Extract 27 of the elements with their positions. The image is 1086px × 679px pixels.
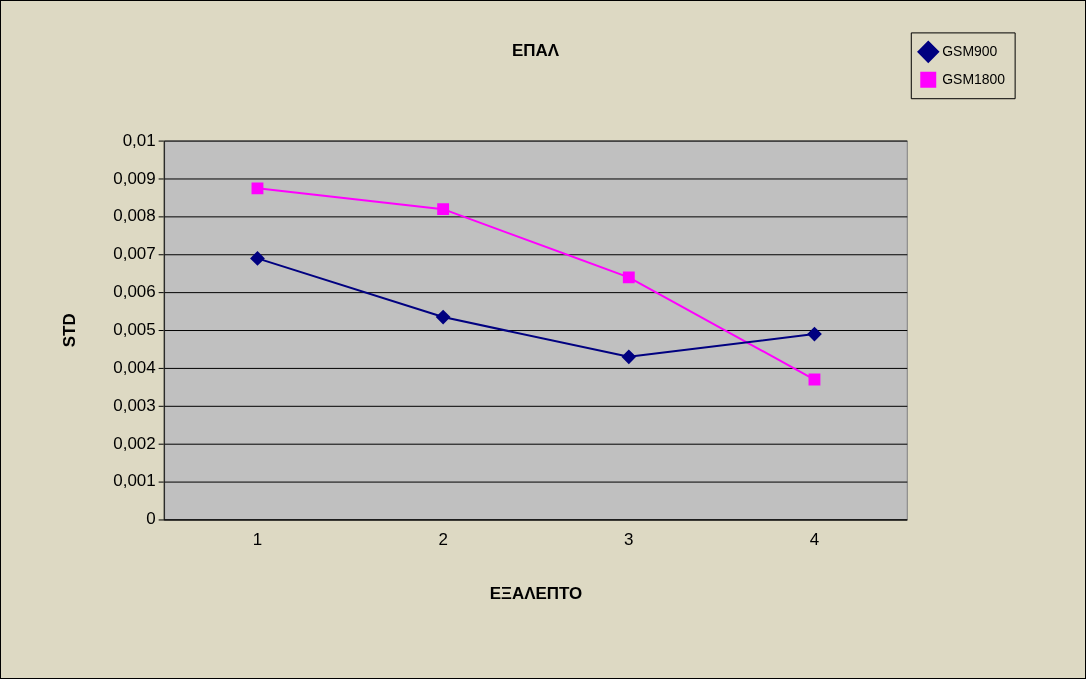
point: [251, 182, 264, 195]
point: [250, 251, 265, 266]
y-tick-label: 0,006: [113, 282, 156, 302]
y-axis-title: STD: [59, 313, 79, 348]
y-tick-label: 0,003: [113, 395, 156, 415]
point: [436, 310, 451, 325]
x-axis-title: ΕΞΑΛΕΠΤΟ: [489, 583, 583, 603]
y-tick-label: 0,009: [113, 168, 156, 188]
y-tick-label: 0: [146, 509, 156, 529]
x-tick-label: 2: [438, 530, 448, 550]
legend-label: GSM900: [942, 42, 998, 59]
x-tick-label: 3: [624, 530, 634, 550]
point: [622, 271, 635, 284]
y-tick-label: 0,004: [113, 357, 156, 377]
x-tick-label: 4: [809, 530, 820, 550]
y-tick-label: 0,01: [122, 130, 156, 150]
legend-label: GSM1800: [942, 70, 1006, 87]
y-tick-label: 0,007: [113, 244, 156, 264]
x-tick-label: 1: [252, 530, 263, 550]
chart-title: ΕΠΑΛ: [511, 40, 560, 60]
y-tick-label: 0,005: [113, 320, 156, 339]
y-tick-label: 0,001: [113, 471, 156, 491]
point: [437, 203, 450, 216]
y-tick-label: 0,008: [113, 206, 156, 226]
point: [807, 327, 822, 342]
y-tick-label: 0,002: [113, 433, 156, 453]
point: [621, 349, 636, 364]
